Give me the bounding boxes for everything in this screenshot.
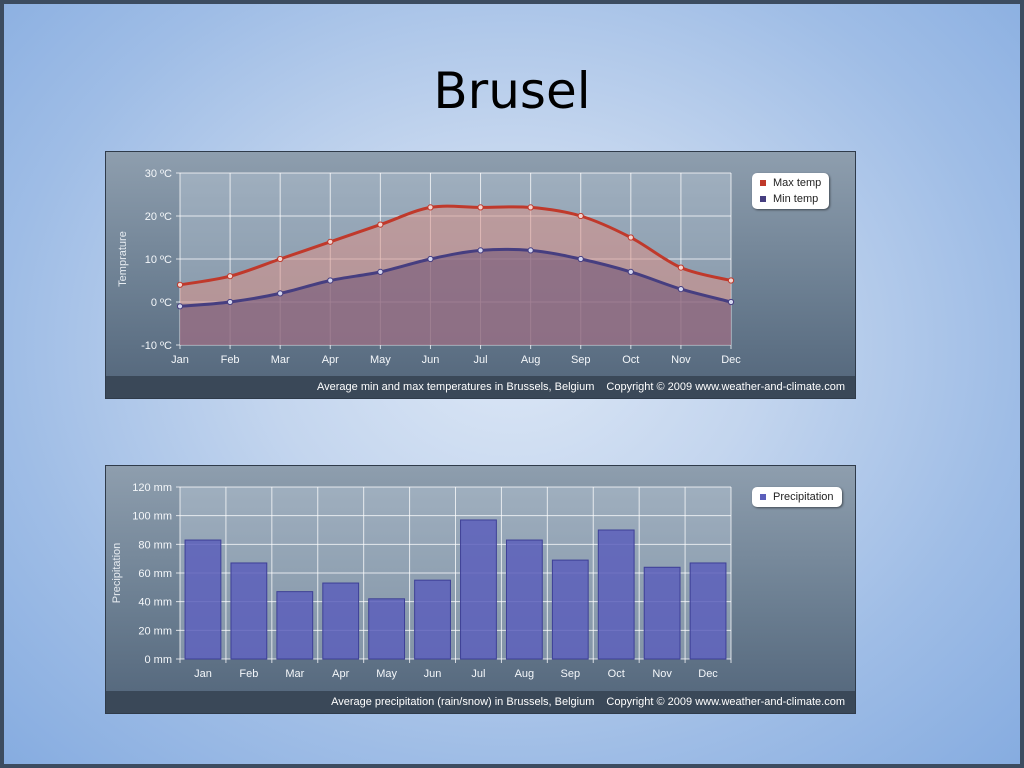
x-tick-label-mar: Mar — [271, 354, 290, 366]
y-tick-label-120: 120 mm — [132, 482, 172, 494]
min-temp-point-dec — [727, 298, 735, 306]
precipitation-chart-footer: Average precipitation (rain/snow) in Bru… — [106, 691, 855, 713]
temperature-copyright: Copyright © 2009 www.weather-and-climate… — [606, 381, 845, 393]
legend-label-min-temp: Min temp — [773, 193, 819, 205]
x-tick-label-jun: Jun — [422, 354, 440, 366]
x-tick-label-jul: Jul — [474, 354, 488, 366]
min-temp-point-nov — [677, 286, 685, 293]
precipitation-bar-apr — [322, 582, 360, 660]
y-axis-label: Temprature — [117, 231, 129, 287]
min-temp-point-sep — [577, 255, 584, 263]
y-tick-label-20: 20 mm — [138, 625, 172, 637]
precipitation-chart: 0 mm 20 mm 40 mm 60 mm 80 mm 100 mm 120 mm Jan F… — [105, 465, 856, 714]
x-tick-label-apr: Apr — [322, 354, 339, 366]
y-tick-label-20: 20 ºC — [145, 211, 172, 223]
legend-item-precipitation: Precipitation — [760, 489, 834, 505]
y-tick-label-10: 10 ºC — [145, 254, 172, 266]
precipitation-bar-dec — [689, 562, 727, 660]
max-temp-point-apr — [327, 238, 334, 245]
max-temp-point-jun — [427, 204, 434, 211]
max-temp-point-oct — [627, 234, 634, 241]
x-tick-label-apr: Apr — [332, 668, 349, 680]
x-tick-label-aug: Aug — [515, 668, 535, 680]
y-tick-label-60: 60 mm — [138, 568, 172, 580]
max-temp-point-sep — [577, 212, 584, 220]
y-tick-label-100: 100 mm — [132, 511, 172, 523]
x-tick-label-dec: Dec — [698, 668, 718, 680]
max-temp-point-aug — [527, 204, 534, 211]
precipitation-copyright: Copyright © 2009 www.weather-and-climate… — [606, 696, 845, 708]
x-tick-label-feb: Feb — [239, 668, 258, 680]
min-temp-point-aug — [527, 247, 534, 254]
precipitation-chart-plot: 0 mm 20 mm 40 mm 60 mm 80 mm 100 mm 120 mm Jan F… — [111, 482, 732, 680]
y-tick-label-0: 0 ºC — [151, 297, 172, 309]
legend-label-precipitation: Precipitation — [773, 491, 834, 503]
min-temp-point-may — [377, 268, 384, 276]
slide-title: Brusel — [433, 62, 591, 120]
precipitation-bar-feb — [230, 562, 268, 660]
y-tick-label-40: 40 mm — [138, 597, 172, 609]
precipitation-swatch — [760, 494, 766, 500]
x-tick-label-jan: Jan — [194, 668, 212, 680]
min-temp-point-jul — [477, 247, 484, 254]
precipitation-bar-jun — [414, 579, 451, 660]
y-axis-label: Precipitation — [111, 543, 123, 604]
temperature-chart-footer: Average min and max temperatures in Brus… — [106, 376, 855, 398]
precipitation-legend: Precipitation — [752, 487, 842, 507]
x-tick-label-sep: Sep — [561, 668, 581, 680]
temperature-chart: -10 ºC 0 ºC 10 ºC 20 ºC 30 ºC Jan Feb Mar Apr May… — [105, 151, 856, 399]
x-tick-label-jan: Jan — [171, 354, 189, 366]
legend-item-max-temp: Max temp — [760, 175, 821, 191]
precipitation-caption: Average precipitation (rain/snow) in Bru… — [331, 696, 595, 708]
x-tick-label-may: May — [376, 668, 397, 680]
y-tick-label-10: -10 ºC — [141, 340, 172, 352]
max-temp-line — [179, 204, 732, 287]
x-tick-label-nov: Nov — [671, 354, 691, 366]
legend-item-min-temp: Min temp — [760, 191, 821, 207]
min-temp-point-feb — [226, 298, 234, 306]
max-temp-point-feb — [226, 273, 234, 280]
max-temp-point-nov — [677, 264, 685, 271]
y-tick-label-0: 0 mm — [145, 654, 173, 666]
legend-label-max-temp: Max temp — [773, 177, 822, 189]
min-temp-point-jan — [176, 303, 184, 310]
temperature-caption: Average min and max temperatures in Brus… — [317, 381, 595, 393]
precipitation-bar-jul — [460, 519, 497, 660]
min-temp-point-oct — [627, 268, 634, 276]
y-tick-label-30: 30 ºC — [145, 168, 172, 180]
max-temp-swatch — [760, 180, 766, 186]
x-tick-label-nov: Nov — [652, 668, 672, 680]
x-tick-label-oct: Oct — [622, 354, 639, 366]
x-tick-label-may: May — [370, 354, 391, 366]
min-temp-area — [180, 249, 731, 345]
min-temp-point-apr — [327, 277, 334, 284]
max-temp-point-jul — [477, 204, 484, 211]
min-temp-point-jun — [427, 255, 434, 263]
x-tick-label-oct: Oct — [608, 668, 625, 680]
max-temp-point-jan — [176, 281, 184, 288]
y-tick-label-80: 80 mm — [138, 539, 172, 551]
min-temp-swatch — [760, 196, 766, 202]
min-temp-line — [179, 247, 732, 308]
temperature-chart-plot: -10 ºC 0 ºC 10 ºC 20 ºC 30 ºC Jan Feb Mar Apr May… — [117, 168, 741, 366]
precipitation-bar-aug — [505, 539, 543, 660]
x-tick-label-mar: Mar — [285, 668, 304, 680]
max-temp-point-dec — [727, 277, 735, 284]
precipitation-bar-may — [368, 598, 406, 660]
x-tick-label-feb: Feb — [221, 354, 240, 366]
precipitation-bar-jan — [184, 539, 222, 660]
x-tick-label-aug: Aug — [521, 354, 541, 366]
temperature-legend: Max temp Min temp — [752, 173, 830, 209]
min-temp-point-mar — [277, 290, 284, 297]
precipitation-bar-sep — [551, 559, 589, 660]
precipitation-bar-nov — [643, 566, 681, 660]
max-temp-point-mar — [277, 255, 284, 263]
precipitation-bar-mar — [276, 591, 314, 660]
x-tick-label-jul: Jul — [471, 668, 485, 680]
x-tick-label-dec: Dec — [721, 354, 741, 366]
x-tick-label-jun: Jun — [424, 668, 442, 680]
max-temp-point-may — [377, 221, 384, 228]
precipitation-bar-oct — [597, 529, 635, 660]
x-tick-label-sep: Sep — [571, 354, 591, 366]
